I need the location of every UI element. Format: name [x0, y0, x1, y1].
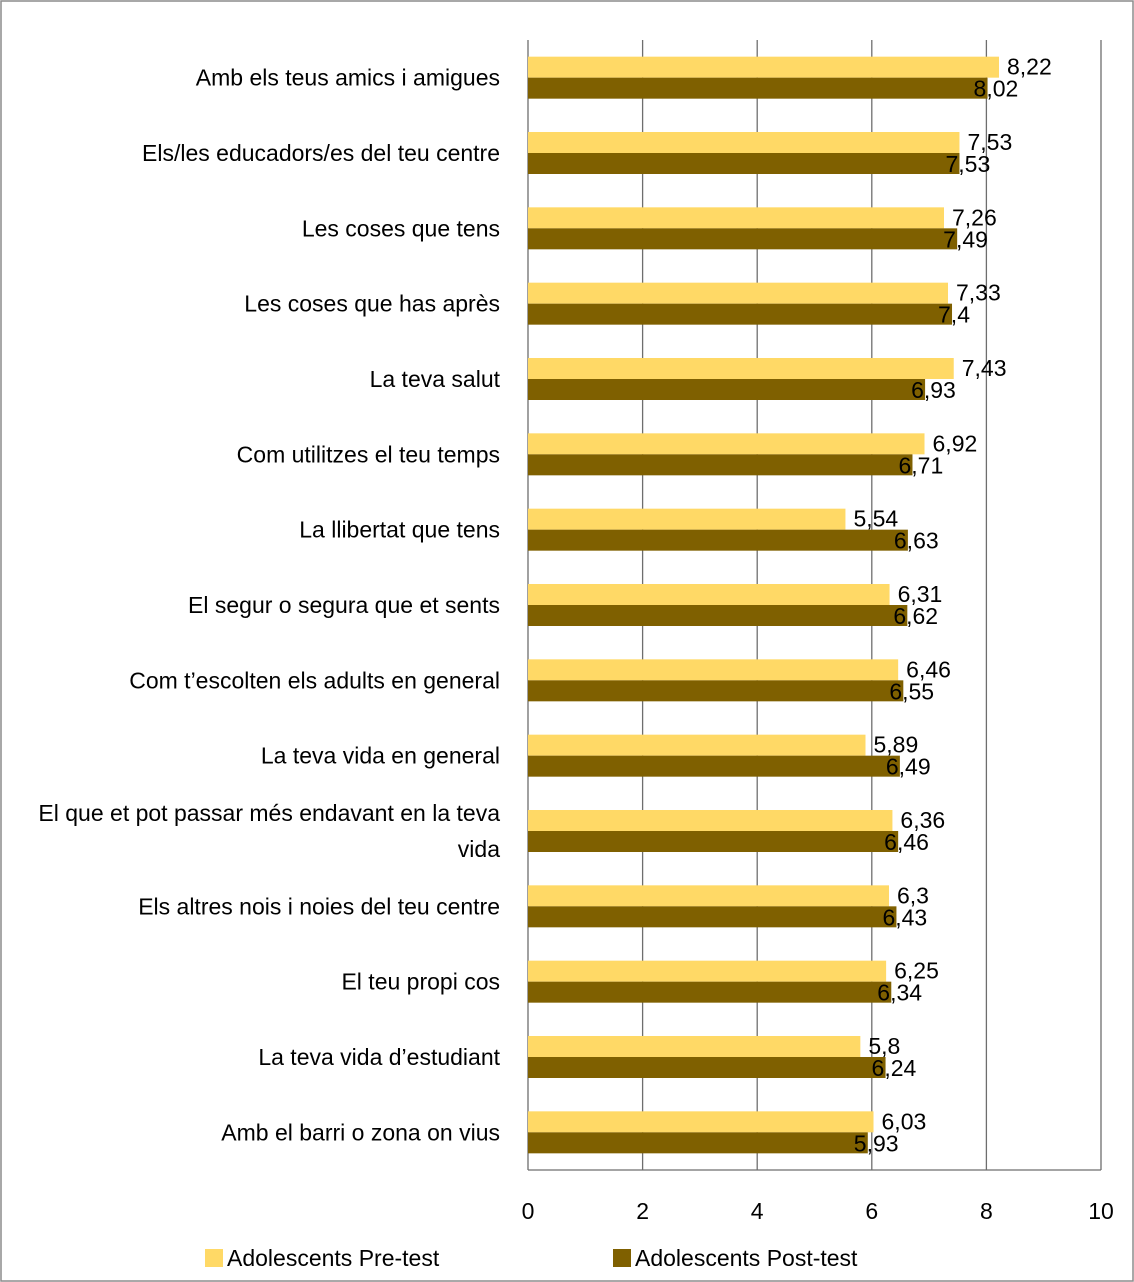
legend: Adolescents Pre-test Adolescents Post-tes…: [205, 1245, 858, 1271]
bar-post-test: [528, 680, 904, 702]
legend-swatch-post-test: [613, 1249, 631, 1267]
value-label-pre-test: 6,31: [898, 581, 943, 607]
bar-post-test: [528, 605, 908, 626]
legend-label-pre-test: Adolescents Pre-test: [227, 1245, 440, 1271]
category-label: Els altres nois i noies del teu centre: [138, 893, 500, 919]
value-label-post-test: 6,93: [911, 377, 956, 403]
value-label-post-test: 6,34: [877, 980, 922, 1006]
bar-pre-test: [528, 508, 846, 530]
value-label-pre-test: 6,25: [894, 958, 939, 984]
value-label-pre-test: 6,92: [933, 430, 978, 456]
bar-post-test: [528, 981, 892, 1003]
category-label: La llibertat que tens: [299, 517, 500, 543]
bar-post-test: [528, 77, 988, 99]
category-label: Com utilitzes el teu temps: [237, 441, 500, 467]
bar-pre-test: [528, 885, 889, 907]
value-label-pre-test: 7,33: [956, 280, 1001, 306]
value-label-post-test: 5,93: [854, 1130, 899, 1156]
bar-pre-test: [528, 433, 925, 455]
bar-pre-test: [528, 358, 954, 379]
x-tick-label: 10: [1088, 1198, 1114, 1224]
legend-swatch-pre-test: [205, 1249, 223, 1267]
x-tick-label: 6: [865, 1198, 878, 1224]
value-label-post-test: 8,02: [974, 76, 1019, 102]
x-tick-label: 4: [751, 1198, 764, 1224]
value-label-pre-test: 5,89: [873, 732, 918, 758]
value-label-post-test: 6,24: [872, 1055, 917, 1081]
category-label: El teu propi cos: [341, 969, 500, 995]
value-label-pre-test: 6,36: [900, 807, 945, 833]
bar-post-test: [528, 303, 953, 325]
bar-pre-test: [528, 734, 866, 756]
bar-post-test: [528, 831, 899, 852]
bar-pre-test: [528, 960, 887, 982]
category-label: El segur o segura que et sents: [188, 592, 500, 618]
x-tick-label: 0: [522, 1198, 535, 1224]
value-label-post-test: 6,46: [884, 829, 929, 855]
category-label: Amb els teus amics i amigues: [196, 65, 500, 91]
x-axis-ticks: 0 2 4 6 8 10: [522, 1198, 1114, 1224]
value-label-pre-test: 5,54: [853, 506, 898, 532]
value-label-post-test: 6,71: [898, 452, 943, 478]
category-label: La teva vida en general: [261, 743, 500, 769]
value-label-post-test: 6,49: [886, 754, 931, 780]
value-label-pre-test: 6,3: [897, 882, 929, 908]
category-label: Els/les educadors/es del teu centre: [142, 140, 500, 166]
value-label-pre-test: 6,03: [882, 1108, 927, 1134]
value-label-pre-test: 7,53: [967, 129, 1012, 155]
bar-post-test: [528, 454, 913, 476]
value-label-post-test: 7,53: [945, 151, 990, 177]
x-tick-label: 2: [636, 1198, 649, 1224]
value-label-pre-test: 5,8: [868, 1033, 900, 1059]
value-label-post-test: 6,62: [893, 603, 938, 629]
bar-post-test: [528, 1132, 868, 1154]
category-label: Amb el barri o zona on vius: [221, 1119, 500, 1145]
bar-pre-test: [528, 207, 944, 229]
bar-post-test: [528, 379, 926, 400]
category-label: La teva salut: [370, 366, 501, 392]
category-labels: Amb els teus amics i amigues Els/les educ…: [38, 65, 500, 1146]
category-label: La teva vida d’estudiant: [258, 1044, 500, 1070]
bar-pre-test: [528, 584, 890, 605]
value-label-post-test: 6,63: [894, 528, 939, 554]
bar-pre-test: [528, 1036, 861, 1057]
legend-label-post-test: Adolescents Post-test: [635, 1245, 858, 1271]
bar-post-test: [528, 1057, 886, 1078]
value-label-post-test: 6,43: [882, 904, 927, 930]
x-tick-label: 8: [980, 1198, 993, 1224]
value-label-pre-test: 7,26: [952, 204, 997, 230]
value-label-pre-test: 8,22: [1007, 54, 1052, 80]
bar-post-test: [528, 228, 958, 250]
bar-pre-test: [528, 659, 899, 681]
value-label-pre-test: 6,46: [906, 656, 951, 682]
category-label: Les coses que has après: [244, 291, 500, 317]
value-labels: 8,228,02 7,537,53 7,267,49 7,337,4 7,436,93 6…: [853, 54, 1051, 1157]
value-label-post-test: 7,49: [943, 226, 988, 252]
bars: [528, 56, 1000, 1154]
value-label-post-test: 7,4: [938, 302, 970, 328]
bar-post-test: [528, 153, 960, 174]
bar-post-test: [528, 906, 897, 928]
bar-pre-test: [528, 1111, 874, 1133]
value-label-pre-test: 7,43: [962, 355, 1007, 381]
bar-pre-test: [528, 282, 949, 304]
category-label: Les coses que tens: [302, 215, 500, 241]
bar-pre-test: [528, 132, 960, 153]
category-label: El que et pot passar més endavant en la …: [38, 800, 500, 862]
bar-pre-test: [528, 56, 1000, 78]
bar-post-test: [528, 529, 908, 551]
value-label-post-test: 6,55: [889, 678, 934, 704]
bar-pre-test: [528, 810, 893, 831]
category-label: Com t’escolten els adults en general: [129, 667, 500, 693]
bar-post-test: [528, 755, 900, 777]
